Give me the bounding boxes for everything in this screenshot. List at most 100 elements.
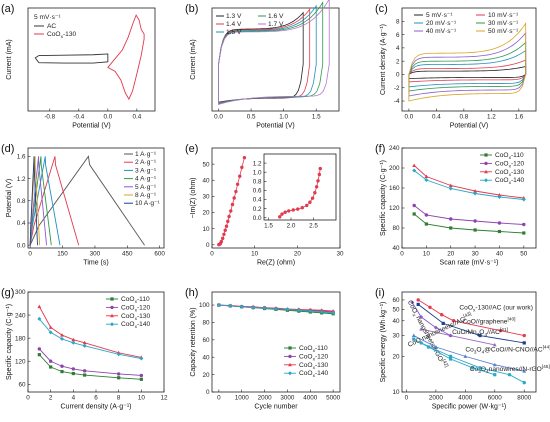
series-label-name: CoO xyxy=(121,296,135,303)
series-label: CoOx-130//AC (our work) xyxy=(459,304,533,313)
data-point xyxy=(473,219,477,223)
series-label: Co3O4nanowires//N-rGO[45] xyxy=(470,364,550,375)
series-label-suffix: -120 xyxy=(137,304,151,311)
data-point xyxy=(227,214,231,219)
series-line xyxy=(38,348,142,376)
x-axis-label: Current density (A·g⁻¹) xyxy=(61,404,132,411)
data-point xyxy=(448,354,453,359)
inset-point xyxy=(300,206,304,210)
y-tick-label: 8 xyxy=(396,18,400,25)
series-label-name: AC xyxy=(47,23,56,30)
y-tick-label: 10 xyxy=(392,389,400,396)
x-tick-label: 1.0 xyxy=(279,114,288,121)
y-tick-label: 100 xyxy=(199,302,210,309)
data-point xyxy=(222,232,226,236)
series-label-sub: 3 xyxy=(474,349,477,355)
panel-d-plot: 1 A·g⁻¹2 A·g⁻¹3 A·g⁻¹ 4 A·g⁻¹5 A·g⁻¹8 A·g… xyxy=(29,151,161,246)
plot-frame xyxy=(263,153,337,221)
series-label-sub: 3 xyxy=(478,369,481,375)
legend-label: 5 mV·s⁻¹ xyxy=(426,12,453,19)
data-point xyxy=(522,380,526,385)
x-tick-label: 40 xyxy=(496,251,504,258)
y-tick-label: 300 xyxy=(15,289,26,296)
data-point xyxy=(71,367,76,371)
series-line xyxy=(411,302,451,336)
panel-e-axes: 1.5 2.0 2.5 0.0 0.2 0.4 0.6 0.8 1.0 1.2 xyxy=(253,153,337,230)
y-tick-label: 6 xyxy=(396,32,400,39)
x-axis-label: Cycle number xyxy=(254,404,298,411)
plot-frame xyxy=(27,7,156,112)
x-tick-label: 4000 xyxy=(458,395,473,402)
legend-label: 1.3 V xyxy=(226,13,242,20)
data-point xyxy=(522,333,526,338)
data-point xyxy=(498,328,503,333)
data-point xyxy=(412,168,417,173)
data-point xyxy=(497,229,502,234)
x-tick-label: 0.8 xyxy=(459,114,468,121)
y-tick-label: 240 xyxy=(15,312,26,319)
series-label: CoOx-140 xyxy=(299,370,328,379)
data-point xyxy=(296,308,301,313)
data-point xyxy=(440,313,444,317)
series-line xyxy=(38,354,142,380)
panel-label: (a) xyxy=(1,3,14,15)
data-point xyxy=(497,195,502,199)
x-tick-label: 150 xyxy=(57,251,68,258)
data-point xyxy=(216,303,221,308)
data-point xyxy=(239,304,244,309)
x-tick-label: 1.5 xyxy=(312,114,321,121)
inset-point xyxy=(296,207,300,211)
data-point xyxy=(83,373,87,377)
series-label-suffix: -110 xyxy=(137,296,150,303)
data-point xyxy=(416,302,420,306)
x-axis-label: Re(Z) (ohm) xyxy=(257,260,295,267)
series-label-name: CoO xyxy=(299,370,313,377)
series-label-sup: [40] xyxy=(507,316,515,322)
inset-point xyxy=(278,215,282,219)
data-point xyxy=(116,352,121,357)
data-point xyxy=(412,203,416,208)
x-tick-label: 30 xyxy=(336,251,344,258)
panel-label: (i) xyxy=(375,287,385,299)
legend-marker xyxy=(110,313,114,318)
plot-frame xyxy=(401,291,537,393)
x-tick-label: 0.0 xyxy=(103,114,112,121)
data-point xyxy=(240,165,244,170)
x-tick-label: 1.5 xyxy=(264,223,273,230)
inset-point xyxy=(314,185,319,189)
legend-marker xyxy=(484,161,488,166)
series-label-sub: x xyxy=(135,317,138,322)
y-tick-label: 20 xyxy=(202,372,210,379)
panel-b-plot: 1.3 V1.4 V1.5 V 1.6 V1.7 V xyxy=(216,0,330,105)
inset-point xyxy=(308,200,312,204)
data-point xyxy=(449,217,453,221)
x-tick-label: 6000 xyxy=(488,395,503,402)
data-point xyxy=(473,191,478,196)
scan-rate-note: 5 mV·s⁻¹ xyxy=(34,14,61,21)
y-tick-label: 10 xyxy=(202,226,210,233)
y-tick-label: 2 xyxy=(396,58,400,65)
series-line xyxy=(413,213,524,234)
data-point xyxy=(219,239,224,244)
x-tick-label: 2000 xyxy=(429,395,444,402)
series-label-name: CuO/Mn xyxy=(452,329,477,336)
series-line xyxy=(413,205,524,225)
series-label-end: nanowires//N-rGO xyxy=(489,366,542,373)
series-label-suffix: -130 xyxy=(137,313,151,320)
series-label: CoOx-140 xyxy=(495,177,524,186)
series-label-sub2: 4 xyxy=(484,332,487,338)
y-tick-label: 20 xyxy=(202,210,210,217)
data-point xyxy=(229,209,233,213)
data-point xyxy=(448,333,453,338)
panel-label: (h) xyxy=(185,287,198,299)
data-point xyxy=(419,341,423,345)
data-point xyxy=(82,340,87,345)
data-point xyxy=(449,226,453,230)
data-point xyxy=(497,221,502,225)
y-tick-label: 0.4 xyxy=(253,197,262,204)
data-point xyxy=(251,305,256,310)
x-tick-label: 1000 xyxy=(235,395,250,402)
